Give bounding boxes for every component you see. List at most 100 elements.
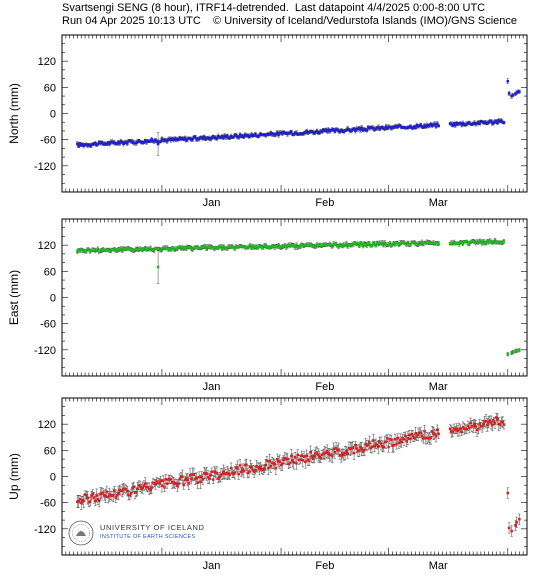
- data-point: [277, 133, 280, 137]
- data-point: [142, 140, 146, 144]
- data-point: [220, 135, 224, 138]
- data-point: [474, 425, 478, 428]
- data-point: [510, 529, 513, 533]
- plot-header-line1: Svartsengi SENG (8 hour), ITRF14-detrend…: [62, 2, 486, 14]
- data-point: [352, 451, 356, 455]
- data-point: [360, 126, 364, 130]
- y-tick-label: -120: [34, 161, 56, 173]
- data-point: [386, 127, 389, 130]
- data-point: [169, 478, 173, 481]
- data-point: [489, 240, 493, 243]
- data-point: [154, 482, 157, 486]
- data-point: [87, 248, 91, 251]
- data-point: [141, 486, 145, 490]
- data-point: [82, 499, 86, 503]
- data-point: [359, 445, 362, 449]
- data-point: [234, 134, 238, 137]
- data-point: [434, 125, 438, 128]
- data-point: [178, 477, 182, 481]
- data-point: [357, 126, 361, 130]
- y-tick-label: -120: [34, 345, 56, 357]
- data-point: [134, 141, 138, 145]
- data-point: [159, 140, 162, 143]
- data-point: [452, 122, 456, 125]
- y-tick-label: -120: [34, 524, 56, 536]
- data-point: [423, 429, 426, 433]
- data-point: [361, 450, 365, 453]
- data-point: [502, 121, 506, 124]
- data-point: [305, 454, 308, 458]
- data-point: [143, 139, 147, 142]
- data-point: [86, 496, 89, 500]
- data-point: [119, 247, 123, 250]
- data-point: [128, 493, 132, 497]
- data-point: [164, 478, 168, 481]
- data-point: [379, 442, 383, 445]
- data-point: [114, 496, 118, 499]
- data-point: [351, 446, 355, 450]
- data-point: [184, 139, 188, 142]
- data-point: [363, 448, 366, 452]
- data-point: [169, 248, 173, 251]
- y-tick-label: 0: [50, 472, 56, 484]
- data-point: [457, 242, 461, 246]
- data-point: [360, 447, 364, 451]
- data-point: [307, 459, 311, 463]
- data-point: [295, 243, 298, 247]
- data-point: [502, 423, 506, 426]
- data-point: [149, 139, 152, 143]
- data-point: [293, 456, 297, 459]
- data-point: [263, 467, 266, 470]
- data-point: [468, 242, 471, 246]
- data-point: [477, 121, 480, 124]
- data-point: [378, 127, 381, 131]
- data-point: [150, 486, 153, 490]
- data-point: [251, 244, 255, 248]
- data-point: [302, 455, 306, 458]
- data-point: [304, 131, 307, 134]
- data-point: [211, 135, 215, 138]
- data-point: [219, 245, 223, 248]
- data-point: [134, 491, 138, 494]
- data-point: [208, 477, 211, 480]
- data-point: [215, 137, 219, 140]
- data-point: [501, 420, 504, 424]
- data-point: [229, 466, 233, 470]
- data-point: [96, 142, 100, 146]
- data-point: [124, 487, 128, 491]
- data-point: [314, 245, 317, 249]
- data-point: [108, 142, 111, 146]
- data-point: [254, 469, 257, 472]
- data-point: [201, 478, 205, 481]
- data-point: [269, 464, 273, 468]
- data-point: [105, 142, 109, 146]
- data-point: [274, 466, 278, 470]
- y-tick-label: -60: [40, 498, 56, 510]
- data-point: [228, 136, 232, 140]
- y-tick-label: 60: [44, 82, 56, 94]
- data-point: [370, 445, 374, 449]
- data-point: [101, 491, 105, 495]
- data-point: [138, 485, 142, 488]
- data-point: [489, 421, 493, 424]
- data-point: [494, 416, 498, 419]
- data-point: [115, 142, 119, 146]
- data-point: [77, 499, 80, 503]
- data-point: [383, 127, 387, 130]
- data-point: [95, 494, 98, 497]
- data-point: [488, 419, 492, 422]
- data-point: [393, 243, 397, 247]
- data-point: [77, 248, 80, 251]
- data-point: [515, 520, 519, 524]
- data-point: [160, 484, 164, 488]
- data-point: [304, 460, 307, 464]
- data-point: [182, 247, 185, 251]
- data-point: [236, 466, 239, 469]
- data-point: [278, 460, 282, 464]
- data-point: [220, 472, 224, 476]
- data-point: [250, 246, 253, 250]
- data-point: [395, 443, 398, 446]
- data-point: [223, 134, 226, 138]
- data-point: [149, 488, 152, 492]
